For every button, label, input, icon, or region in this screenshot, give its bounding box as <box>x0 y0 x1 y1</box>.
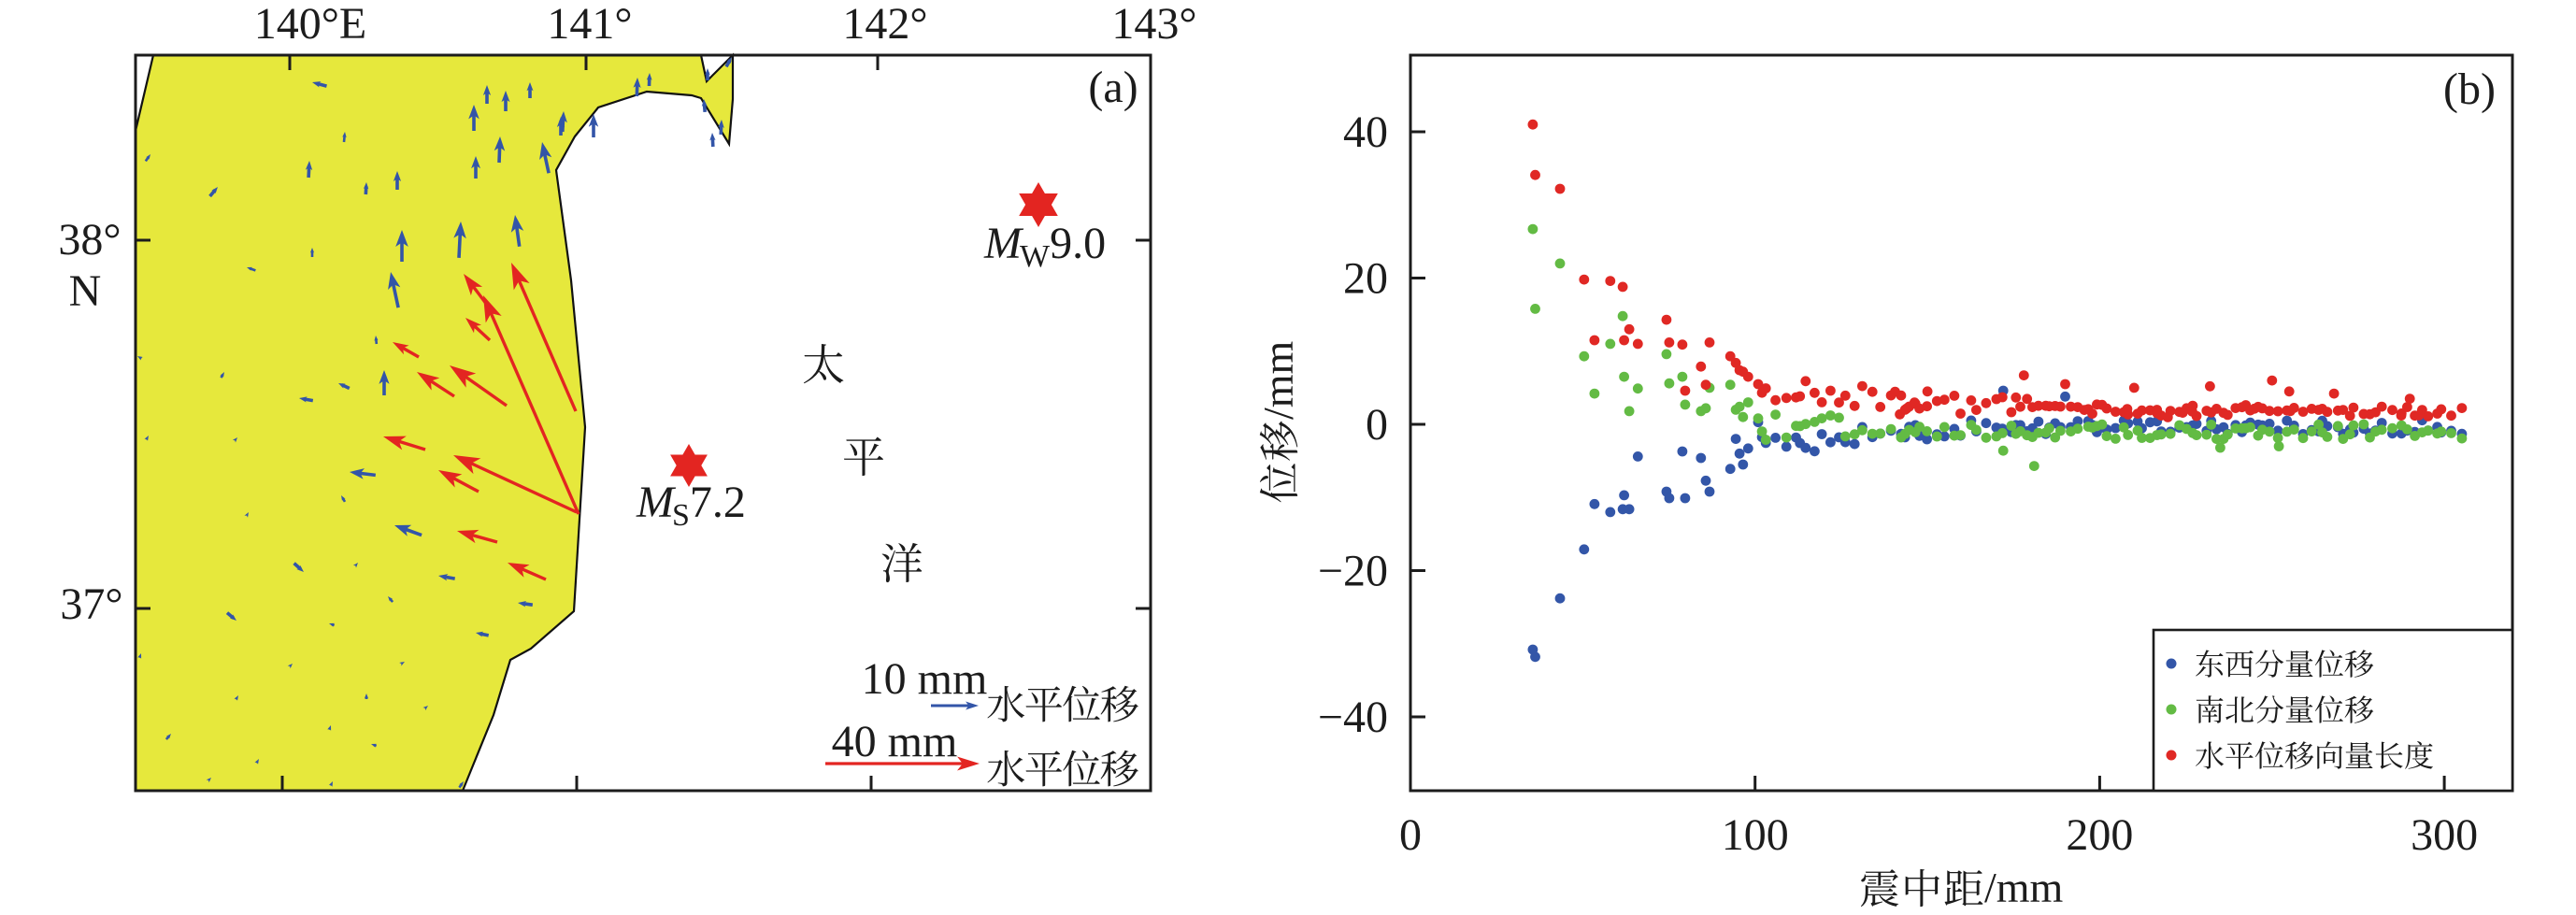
svg-text:/mm: /mm <box>1254 340 1302 420</box>
svg-text:−40: −40 <box>1318 693 1388 742</box>
svg-text:(b): (b) <box>2443 64 2496 114</box>
svg-text:143°: 143° <box>1111 0 1196 49</box>
svg-text:0: 0 <box>1366 400 1388 450</box>
svg-text:N: N <box>69 266 102 316</box>
svg-text:40 mm: 40 mm <box>832 717 958 766</box>
svg-text:20: 20 <box>1343 254 1388 304</box>
svg-text:40: 40 <box>1343 107 1388 157</box>
svg-text:(a): (a) <box>1088 63 1138 112</box>
svg-text:/mm: /mm <box>1984 864 2064 910</box>
svg-text:300: 300 <box>2411 810 2478 860</box>
svg-text:140°E: 140°E <box>254 0 367 49</box>
svg-text:200: 200 <box>2066 810 2133 860</box>
svg-text:142°: 142° <box>842 0 927 49</box>
svg-text:37°: 37° <box>60 579 122 629</box>
svg-text:100: 100 <box>1722 810 1789 860</box>
svg-text:10 mm: 10 mm <box>862 654 988 704</box>
svg-text:MS7.2: MS7.2 <box>636 478 746 533</box>
svg-text:141°: 141° <box>547 0 632 49</box>
svg-text:−20: −20 <box>1318 547 1388 596</box>
svg-text:0: 0 <box>1399 810 1422 860</box>
svg-text:38°: 38° <box>58 215 121 264</box>
